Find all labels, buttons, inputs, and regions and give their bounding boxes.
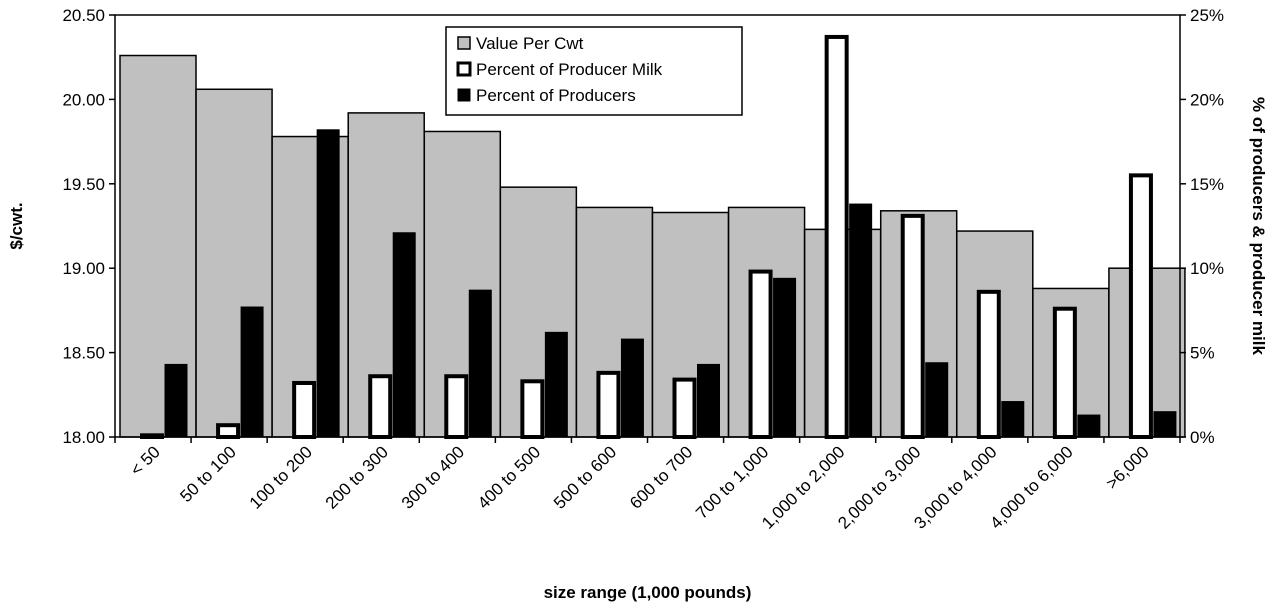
producers-bar: [849, 203, 873, 438]
x-tick-label: 200 to 300: [322, 442, 392, 512]
producer-milk-bar: [1052, 306, 1077, 439]
x-tick-label: 300 to 400: [398, 442, 468, 512]
legend-label: Percent of Producer Milk: [476, 60, 663, 79]
legend-swatch-producer-milk: [456, 61, 472, 77]
x-tick-label: 100 to 200: [246, 442, 316, 512]
y-tick-label: 19.50: [62, 175, 105, 194]
legend-label: Value Per Cwt: [476, 34, 584, 53]
x-tick-label: 50 to 100: [176, 442, 240, 506]
producers-bar: [773, 277, 797, 438]
x-tick-label: 600 to 700: [626, 442, 696, 512]
producers-bar: [1153, 411, 1177, 438]
y2-tick-label: 0%: [1190, 428, 1215, 447]
x-tick-label: 400 to 500: [474, 442, 544, 512]
legend: Value Per Cwt Percent of Producer Milk Per…: [445, 26, 743, 116]
y-tick-label: 19.00: [62, 259, 105, 278]
y2-tick-label: 25%: [1190, 6, 1224, 25]
x-tick-label: >6,000: [1102, 442, 1153, 493]
y2-tick-label: 15%: [1190, 175, 1224, 194]
producers-bar: [1077, 414, 1101, 438]
producer-milk-bar: [292, 380, 317, 440]
legend-swatch-value-per-cwt: [457, 36, 471, 50]
legend-items: Value Per Cwt Percent of Producer Milk Per…: [456, 34, 663, 105]
producers-bar: [164, 363, 188, 438]
y-tick-label: 18.50: [62, 344, 105, 363]
producer-milk-bar: [216, 423, 241, 439]
producer-milk-bar: [1128, 173, 1153, 440]
bars-layer: [119, 34, 1186, 440]
x-tick-label: 700 to 1,000: [692, 442, 772, 522]
x-axis-title: size range (1,000 pounds): [544, 583, 752, 602]
x-tick-label: 500 to 600: [550, 442, 620, 512]
producers-bar: [1001, 401, 1025, 438]
producer-milk-bar: [444, 374, 469, 439]
y2-tick-label: 10%: [1190, 259, 1224, 278]
producer-milk-bar: [824, 34, 849, 439]
y-tick-label: 20.00: [62, 90, 105, 109]
producer-milk-bar: [900, 213, 925, 439]
y-axis-title: $/cwt.: [7, 202, 26, 249]
legend-box: [445, 26, 743, 116]
producer-milk-bar: [368, 374, 393, 439]
legend-swatch-producers: [457, 88, 471, 102]
y2-tick-label: 5%: [1190, 344, 1215, 363]
producers-bar: [697, 363, 720, 438]
producer-milk-bar: [748, 269, 773, 439]
y2-tick-label: 20%: [1190, 90, 1224, 109]
producers-bar: [240, 306, 264, 438]
producers-bar: [925, 362, 949, 438]
producer-milk-bar: [672, 377, 697, 439]
x-tick-label: < 50: [127, 442, 164, 479]
producers-bar: [316, 129, 340, 438]
producers-bar: [468, 289, 492, 438]
producers-bar: [620, 338, 644, 438]
producers-bar: [392, 232, 416, 438]
producers-bar: [544, 331, 568, 438]
producer-milk-bar: [520, 379, 545, 439]
y2-axis-title: % of producers & producer milk: [1249, 97, 1268, 355]
y-tick-label: 20.50: [62, 6, 105, 25]
producer-milk-bar: [596, 370, 621, 439]
y-tick-label: 18.00: [62, 428, 105, 447]
producer-milk-bar: [976, 289, 1001, 439]
legend-label: Percent of Producers: [476, 86, 636, 105]
